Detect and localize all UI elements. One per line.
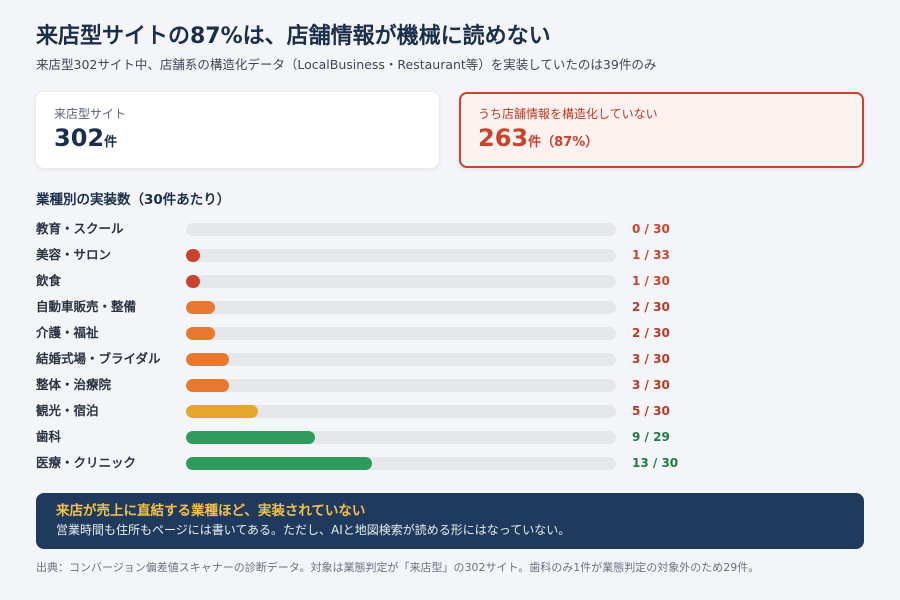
bar-row: 介護・福祉 2 / 30 — [36, 320, 864, 346]
takeaway-banner: 来店が売上に直結する業種ほど、実装されていない 営業時間も住所もページには書いて… — [36, 493, 864, 549]
value-label: 1 / 33 — [632, 248, 670, 262]
bar-row: 結婚式場・ブライダル 3 / 30 — [36, 346, 864, 372]
bar-track — [186, 405, 616, 418]
bar — [186, 379, 229, 392]
bar — [186, 457, 372, 470]
total-sites-value: 302件 — [54, 122, 421, 159]
category-label: 飲食 — [36, 273, 62, 288]
bar-track — [186, 327, 616, 340]
category-label: 結婚式場・ブライダル — [36, 351, 161, 366]
category-label: 介護・福祉 — [36, 325, 99, 340]
chart-title: 業種別の実装数（30件あたり） — [36, 192, 231, 208]
bar-row: 医療・クリニック 13 / 30 — [36, 450, 864, 476]
category-label: 整体・治療院 — [36, 377, 112, 392]
bar-track — [186, 301, 616, 314]
total-sites-unit: 件 — [104, 135, 118, 150]
page-subtitle: 来店型302サイト中、店舗系の構造化データ（LocalBusiness・Rest… — [36, 57, 657, 72]
bar-row: 美容・サロン 1 / 33 — [36, 242, 864, 268]
total-sites-number: 302 — [54, 124, 105, 152]
missing-sites-number: 263 — [478, 124, 529, 152]
category-label: 教育・スクール — [36, 221, 124, 236]
bar-row: 観光・宿泊 5 / 30 — [36, 398, 864, 424]
category-label: 自動車販売・整備 — [36, 299, 137, 314]
missing-sites-percent: （87%） — [541, 135, 599, 150]
total-sites-label: 来店型サイト — [54, 107, 127, 121]
missing-sites-unit: 件 — [528, 135, 542, 150]
value-label: 5 / 30 — [632, 404, 670, 418]
source-note: 出典：コンバージョン偏差値スキャナーの診断データ。対象は業態判定が「来店型」の3… — [36, 561, 760, 574]
bar — [186, 353, 229, 366]
bar-track — [186, 457, 616, 470]
value-label: 13 / 30 — [632, 456, 679, 470]
category-label: 観光・宿泊 — [36, 403, 99, 418]
page-title: 来店型サイトの87%は、店舗情報が機械に読めない — [36, 24, 551, 49]
category-label: 医療・クリニック — [36, 455, 137, 470]
bar — [186, 301, 215, 314]
bar-row: 歯科 9 / 29 — [36, 424, 864, 450]
bar-row: 教育・スクール 0 / 30 — [36, 216, 864, 242]
value-label: 0 / 30 — [632, 222, 670, 236]
bar-track — [186, 431, 616, 444]
bar-row: 整体・治療院 3 / 30 — [36, 372, 864, 398]
summary-cards: 来店型サイト 302件 うち店舗情報を構造化していない 263件（87%） — [36, 92, 864, 168]
bar-row: 自動車販売・整備 2 / 30 — [36, 294, 864, 320]
bar — [186, 327, 215, 340]
category-label: 美容・サロン — [36, 247, 112, 262]
bar — [186, 431, 315, 444]
bar — [186, 249, 200, 262]
missing-sites-value: 263件（87%） — [478, 122, 845, 159]
banner-body: 営業時間も住所もページには書いてある。ただし、AIと地図検索が読める形にはなって… — [56, 523, 571, 537]
value-label: 2 / 30 — [632, 300, 670, 314]
bar-row: 飲食 1 / 30 — [36, 268, 864, 294]
bar — [186, 275, 200, 288]
missing-sites-label: うち店舗情報を構造化していない — [478, 107, 658, 121]
category-label: 歯科 — [36, 429, 62, 444]
missing-sites-card: うち店舗情報を構造化していない 263件（87%） — [459, 92, 864, 168]
total-sites-card: 来店型サイト 302件 — [36, 92, 439, 168]
value-label: 3 / 30 — [632, 352, 670, 366]
value-label: 3 / 30 — [632, 378, 670, 392]
bar-track — [186, 223, 616, 236]
bar-track — [186, 353, 616, 366]
value-label: 9 / 29 — [632, 430, 670, 444]
banner-title: 来店が売上に直結する業種ほど、実装されていない — [56, 503, 366, 519]
bar-track — [186, 249, 616, 262]
bar-chart: 教育・スクール 0 / 30 美容・サロン 1 / 33 飲食 1 / 30 自動車販売・整… — [36, 216, 864, 476]
bar-track — [186, 275, 616, 288]
value-label: 1 / 30 — [632, 274, 670, 288]
bar — [186, 405, 258, 418]
bar-track — [186, 379, 616, 392]
value-label: 2 / 30 — [632, 326, 670, 340]
